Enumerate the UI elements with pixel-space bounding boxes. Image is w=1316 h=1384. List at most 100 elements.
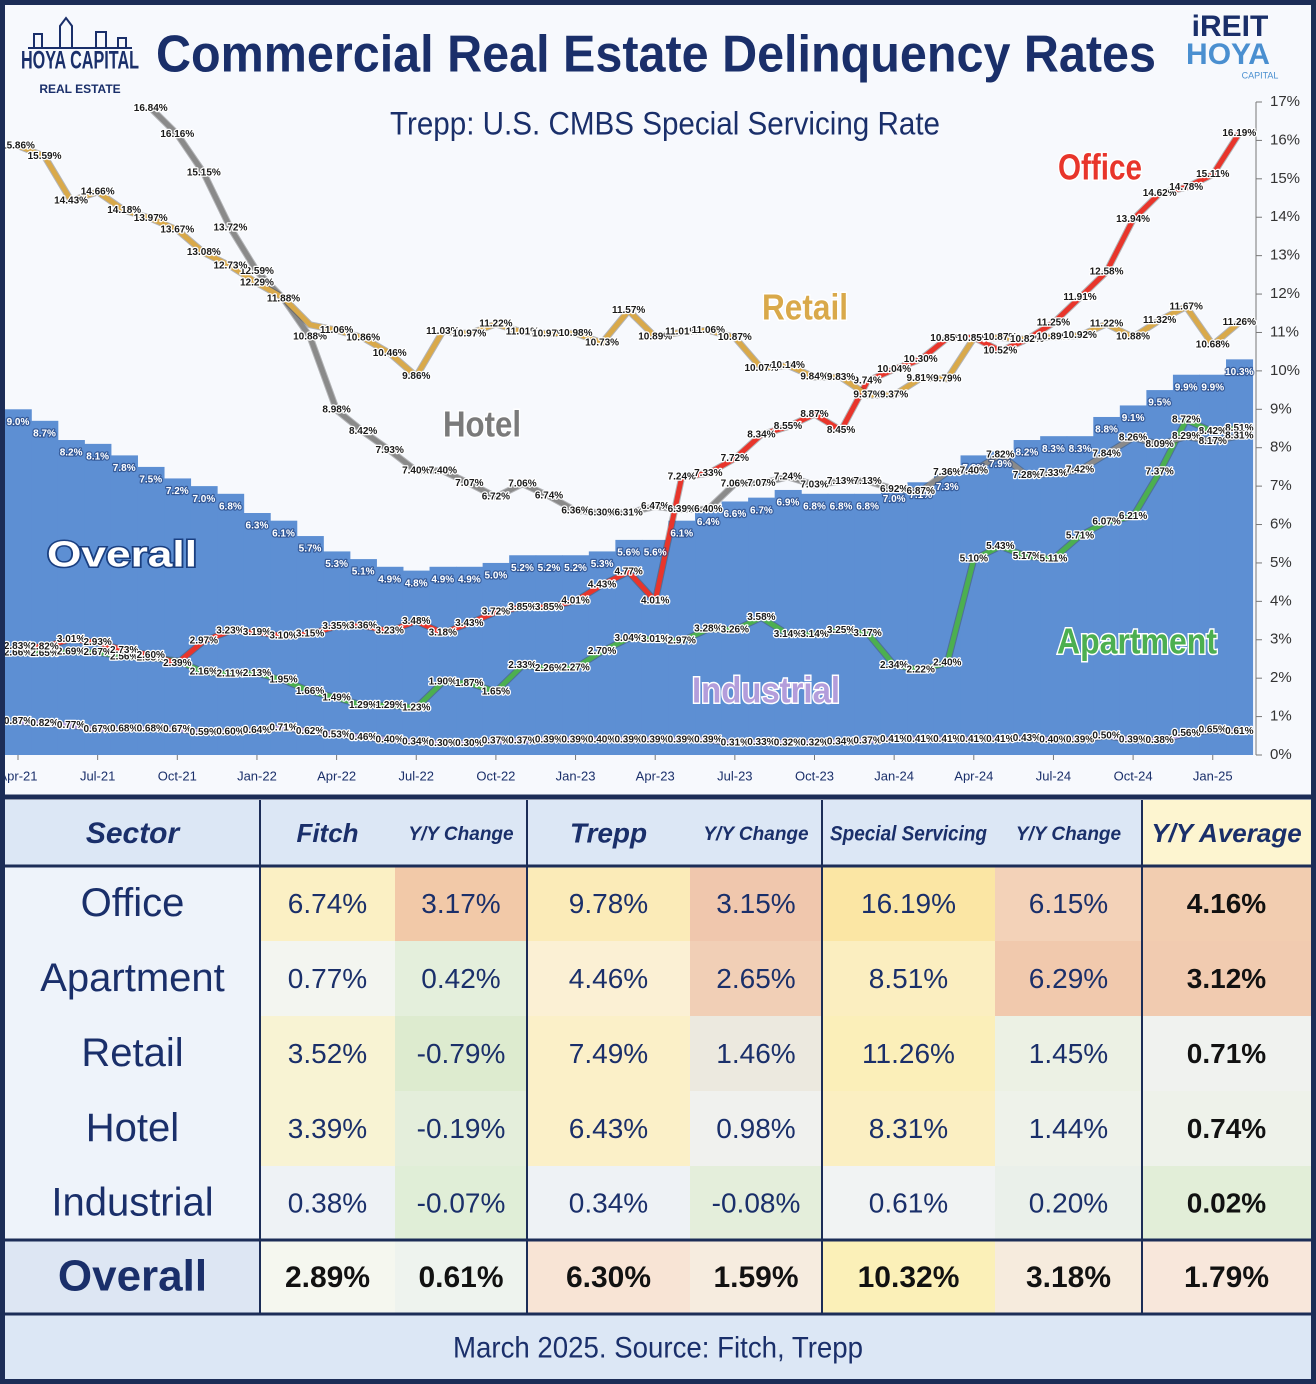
y-tick-label: 16% — [1270, 131, 1300, 148]
data-label: 7.24% — [774, 472, 802, 483]
data-label: 7.82% — [986, 449, 1014, 460]
brand-text: iREIT — [1192, 10, 1269, 43]
cell-text: 0.61% — [418, 1261, 503, 1294]
data-label: 10.85% — [957, 333, 991, 344]
data-label: 2.22% — [907, 664, 935, 675]
area-step — [641, 539, 669, 755]
data-label: 10.30% — [904, 354, 938, 365]
area-step — [482, 562, 510, 755]
data-label: 6.40% — [694, 504, 722, 515]
area-step — [190, 486, 218, 755]
x-tick-label: Jan-23 — [556, 768, 596, 783]
data-label: 7.33% — [1039, 468, 1067, 479]
data-label: 7.33% — [694, 468, 722, 479]
area-step — [880, 486, 908, 755]
area-label: 7.8% — [113, 463, 136, 474]
data-label: 8.98% — [322, 405, 350, 416]
x-tick-label: Oct-24 — [1114, 768, 1153, 783]
cell — [527, 800, 690, 866]
data-label: 11.88% — [267, 293, 300, 304]
cell — [995, 800, 1142, 866]
cell-text: 9.78% — [569, 888, 648, 919]
area-step — [907, 482, 935, 755]
data-label: 0.60% — [216, 727, 244, 738]
area-label: 5.3% — [591, 559, 614, 570]
data-label: 0.77% — [57, 720, 85, 731]
column-header: Y/Y Average — [1151, 818, 1301, 848]
cell-text: 0.61% — [869, 1187, 948, 1218]
data-label: 2.53% — [137, 652, 165, 663]
data-label: 2.65% — [30, 648, 58, 659]
data-label: 6.47% — [641, 501, 669, 512]
x-tick-label: Jul-21 — [80, 768, 115, 783]
column-header: Y/Y Change — [408, 824, 514, 845]
area-label: 6.8% — [219, 501, 242, 512]
data-label: 6.30% — [588, 508, 616, 519]
cell — [527, 941, 690, 1016]
cell — [690, 1240, 822, 1314]
data-label: 8.17% — [1199, 436, 1227, 447]
data-label: 0.38% — [1145, 735, 1173, 746]
x-tick-label: Jul-23 — [717, 768, 752, 783]
data-label: 11.22% — [1090, 319, 1123, 330]
cell-text: 6.29% — [1029, 963, 1108, 994]
data-label: 1.87% — [455, 678, 483, 689]
data-label: 3.15% — [296, 629, 324, 640]
data-label: 7.13% — [827, 476, 855, 487]
data-label: 3.26% — [721, 624, 749, 635]
cell — [1142, 1016, 1311, 1091]
area-step — [827, 493, 855, 755]
x-tick-label: Oct-21 — [158, 768, 197, 783]
area-step — [31, 420, 59, 755]
area-step — [562, 555, 590, 755]
data-label: 2.27% — [561, 662, 589, 673]
cell — [995, 866, 1142, 941]
x-tick-label: Oct-23 — [795, 768, 834, 783]
area-step — [137, 466, 165, 755]
data-label: 5.43% — [986, 541, 1014, 552]
x-tick-label: Jul-22 — [399, 768, 434, 783]
area-step — [164, 478, 192, 755]
data-label: 13.97% — [134, 213, 168, 224]
data-label: 8.45% — [827, 425, 855, 436]
area-label: 9.9% — [1175, 382, 1198, 393]
data-label: 3.18% — [429, 627, 457, 638]
data-label: 13.94% — [1116, 214, 1150, 225]
footer-text: March 2025. Source: Fitch, Trepp — [453, 1331, 863, 1364]
cell-text: 6.30% — [566, 1261, 651, 1294]
area-label: 5.3% — [325, 559, 348, 570]
data-label: 0.40% — [376, 734, 404, 745]
data-label: 6.21% — [1119, 511, 1147, 522]
data-label: 7.40% — [429, 465, 457, 476]
column-header: Sector — [86, 817, 182, 850]
area-step — [1226, 359, 1254, 755]
data-label: 2.13% — [243, 668, 271, 679]
area-label: 6.3% — [246, 521, 269, 532]
cell — [527, 866, 690, 941]
cell — [822, 1091, 995, 1166]
data-label: 0.53% — [322, 729, 350, 740]
data-label: 12.29% — [240, 278, 274, 289]
data-label: 10.85% — [930, 333, 964, 344]
data-label: 2.33% — [508, 660, 536, 671]
area-step — [110, 455, 138, 755]
row-header: Hotel — [86, 1106, 179, 1150]
cell — [995, 1016, 1142, 1091]
cell-text: 3.39% — [288, 1113, 367, 1144]
data-label: 0.39% — [1119, 735, 1147, 746]
data-label: 10.14% — [771, 360, 805, 371]
data-label: 0.41% — [986, 734, 1014, 745]
cell-text: 0.98% — [716, 1113, 795, 1144]
area-label: 5.2% — [511, 563, 534, 574]
data-label: 0.46% — [349, 732, 377, 743]
data-label: 1.29% — [376, 700, 404, 711]
area-step — [429, 566, 457, 755]
data-label: 3.43% — [455, 618, 483, 629]
area-label: 8.8% — [1095, 425, 1118, 436]
area-step — [960, 455, 988, 755]
area-step — [456, 566, 484, 755]
cell — [395, 941, 527, 1016]
row-header: Industrial — [51, 1181, 213, 1225]
data-label: 10.46% — [373, 348, 407, 359]
data-label: 16.16% — [160, 129, 194, 140]
